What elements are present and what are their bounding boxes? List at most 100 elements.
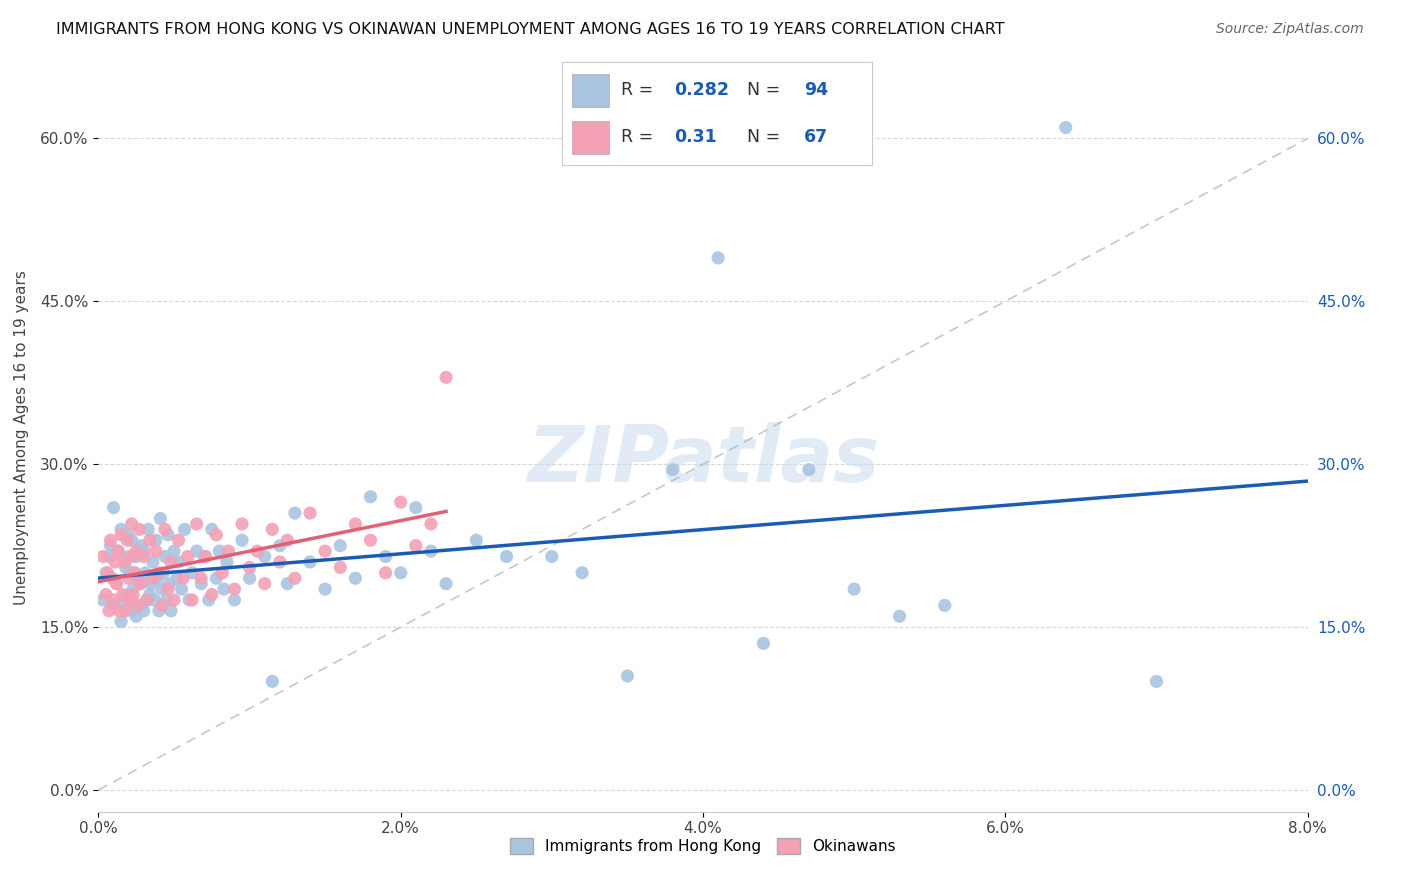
Point bbox=[98, 604, 121, 618]
Point bbox=[110, 522, 132, 536]
Point bbox=[114, 604, 136, 618]
Point bbox=[98, 549, 121, 564]
Point bbox=[150, 582, 173, 596]
Point bbox=[132, 604, 155, 618]
Point bbox=[91, 593, 114, 607]
Point bbox=[797, 463, 820, 477]
Point bbox=[100, 533, 122, 548]
Point bbox=[262, 674, 284, 689]
Point bbox=[276, 576, 298, 591]
Point bbox=[149, 511, 172, 525]
Point bbox=[121, 533, 143, 548]
Point bbox=[124, 566, 146, 580]
Point bbox=[176, 549, 198, 564]
Point bbox=[253, 576, 276, 591]
Point bbox=[163, 593, 186, 607]
Point bbox=[114, 560, 136, 574]
Point bbox=[284, 571, 307, 585]
Text: 94: 94 bbox=[804, 81, 828, 99]
Point bbox=[120, 593, 142, 607]
Point bbox=[276, 533, 298, 548]
Point bbox=[142, 555, 165, 569]
Point bbox=[111, 588, 134, 602]
Text: 0.31: 0.31 bbox=[673, 128, 717, 146]
Point bbox=[208, 544, 231, 558]
Point bbox=[239, 571, 262, 585]
Point bbox=[96, 566, 118, 580]
Point bbox=[150, 599, 173, 613]
Point bbox=[156, 528, 179, 542]
Point bbox=[344, 516, 367, 531]
Point bbox=[110, 528, 132, 542]
Point bbox=[299, 555, 322, 569]
Point bbox=[118, 588, 141, 602]
Point bbox=[103, 593, 125, 607]
Point bbox=[201, 522, 224, 536]
Point bbox=[205, 528, 228, 542]
Point bbox=[115, 533, 138, 548]
Point bbox=[148, 566, 170, 580]
Point bbox=[135, 593, 157, 607]
Point bbox=[100, 539, 122, 553]
Point bbox=[153, 522, 176, 536]
Point bbox=[115, 528, 138, 542]
Point bbox=[246, 544, 269, 558]
Point bbox=[103, 500, 125, 515]
FancyBboxPatch shape bbox=[572, 74, 609, 106]
Point bbox=[934, 599, 956, 613]
Point bbox=[314, 582, 336, 596]
Point bbox=[284, 506, 307, 520]
Text: 67: 67 bbox=[804, 128, 828, 146]
Point bbox=[844, 582, 866, 596]
Point bbox=[139, 533, 162, 548]
Point bbox=[146, 571, 169, 585]
Point bbox=[107, 544, 129, 558]
Point bbox=[163, 544, 186, 558]
Point bbox=[707, 251, 730, 265]
Point bbox=[153, 549, 176, 564]
Point bbox=[107, 544, 129, 558]
Point bbox=[465, 533, 488, 548]
Point bbox=[181, 566, 204, 580]
Point bbox=[91, 549, 114, 564]
Point bbox=[186, 516, 208, 531]
Point bbox=[405, 500, 427, 515]
Point bbox=[211, 566, 233, 580]
Text: N =: N = bbox=[735, 81, 786, 99]
Point bbox=[540, 549, 562, 564]
Point bbox=[159, 576, 181, 591]
Point bbox=[136, 522, 159, 536]
Point bbox=[495, 549, 517, 564]
Point bbox=[170, 582, 193, 596]
Point bbox=[124, 566, 146, 580]
Point bbox=[253, 549, 276, 564]
Point bbox=[121, 516, 143, 531]
Point bbox=[160, 604, 183, 618]
Point bbox=[143, 593, 166, 607]
Point bbox=[186, 544, 208, 558]
Point bbox=[420, 516, 443, 531]
Point bbox=[616, 669, 638, 683]
Point bbox=[135, 593, 157, 607]
Point bbox=[262, 522, 284, 536]
Point bbox=[166, 571, 188, 585]
Point bbox=[94, 566, 117, 580]
Text: 0.282: 0.282 bbox=[673, 81, 728, 99]
Point bbox=[269, 539, 291, 553]
Point bbox=[129, 539, 152, 553]
Point bbox=[127, 571, 149, 585]
Point bbox=[167, 533, 190, 548]
Point bbox=[141, 576, 163, 591]
Point bbox=[103, 599, 125, 613]
Point bbox=[167, 555, 190, 569]
Point bbox=[661, 463, 683, 477]
FancyBboxPatch shape bbox=[572, 121, 609, 153]
Point bbox=[104, 555, 127, 569]
Point bbox=[155, 593, 177, 607]
Point bbox=[156, 582, 179, 596]
Point bbox=[142, 571, 165, 585]
Point bbox=[193, 549, 215, 564]
Point bbox=[145, 533, 167, 548]
Point bbox=[152, 566, 174, 580]
Point bbox=[121, 604, 143, 618]
